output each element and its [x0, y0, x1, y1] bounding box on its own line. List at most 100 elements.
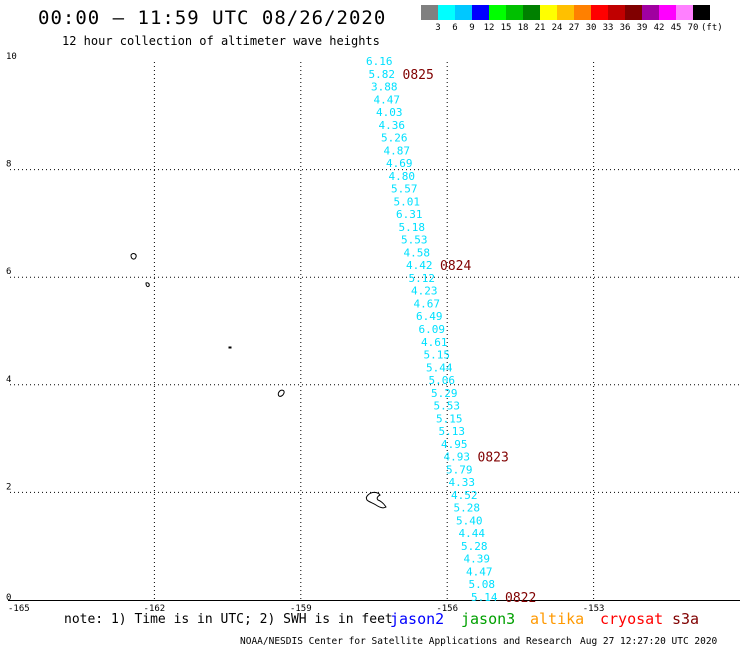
wave-height-label: 4.52 [451, 489, 478, 502]
scale-swatch [489, 5, 506, 20]
scale-swatch [693, 5, 710, 20]
satellite-legend-cryosat: cryosat [600, 610, 664, 628]
longitude-label: -153 [583, 604, 605, 614]
scale-label: 36 [619, 23, 631, 33]
date-marker-label: 0825 [403, 68, 434, 83]
wave-height-label: 5.26 [381, 132, 408, 145]
scale-swatch [591, 5, 608, 20]
wave-height-label: 6.16 [366, 55, 393, 68]
scale-unit-label: (ft) [701, 23, 723, 33]
wave-height-label: 4.47 [466, 566, 493, 579]
scale-label: 15 [500, 23, 512, 33]
island-outline [277, 389, 285, 397]
island-outline [130, 253, 137, 260]
scale-label: 6 [452, 23, 458, 33]
wave-height-label: 5.15 [424, 349, 451, 362]
wave-height-label: 5.53 [401, 234, 428, 247]
wave-height-label: 6.09 [419, 323, 446, 336]
wave-height-label: 4.33 [449, 476, 476, 489]
wave-height-color-scale: 3 6 9 12 15 18 21 24 27 30 33 36 39 42 45 70 (ft) [421, 5, 740, 39]
satellite-legend-altika: altika [530, 610, 585, 628]
wave-height-label: 4.95 [441, 438, 468, 451]
scale-label: 9 [469, 23, 475, 33]
wave-height-label: 5.15 [436, 412, 463, 425]
wave-height-label: 4.69 [386, 157, 413, 170]
longitude-label: -165 [8, 604, 30, 614]
latitude-label: 2 [6, 482, 11, 492]
scale-swatch [455, 5, 472, 20]
wave-height-label: 5.28 [454, 502, 481, 515]
wave-height-label: 4.80 [389, 170, 416, 183]
wave-height-label: 5.18 [399, 221, 426, 234]
latitude-label: 4 [6, 375, 11, 385]
latitude-label: 8 [6, 160, 11, 170]
longitude-label: -159 [290, 604, 312, 614]
scale-swatch [642, 5, 659, 20]
footer-timestamp: Aug 27 12:27:20 UTC 2020 [580, 636, 718, 647]
wave-height-label: 5.29 [431, 387, 458, 400]
wave-height-label: 4.36 [379, 119, 406, 132]
wave-height-label: 4.93 [444, 451, 471, 464]
date-marker-label: 0824 [440, 259, 471, 274]
latitude-label: 6 [6, 267, 11, 277]
wave-height-label: 5.53 [434, 400, 461, 413]
wave-height-label: 5.14 [471, 591, 498, 604]
scale-label: 12 [483, 23, 495, 33]
wave-height-label: 5.82 [369, 68, 396, 81]
axis-labels: -165 -162 -159 -156 -153 0 2 4 6 8 10 [6, 52, 604, 614]
wave-height-label: 4.87 [384, 144, 411, 157]
wave-height-label: 4.67 [414, 298, 441, 311]
scale-swatch [421, 5, 438, 20]
wave-height-label: 4.58 [404, 246, 431, 259]
wave-height-label: 5.12 [409, 272, 436, 285]
island-outline [145, 282, 150, 288]
wave-height-label: 5.01 [394, 195, 421, 208]
map-title: 00:00 – 11:59 UTC 08/26/2020 [38, 7, 387, 29]
wave-height-label: 5.40 [456, 514, 483, 527]
scale-label: 18 [517, 23, 529, 33]
scale-swatch [472, 5, 489, 20]
scale-label: 33 [602, 23, 614, 33]
scale-swatch [438, 5, 455, 20]
footer-credit: NOAA/NESDIS Center for Satellite Applica… [240, 636, 572, 647]
wave-height-label: 4.39 [464, 553, 491, 566]
scale-swatch [557, 5, 574, 20]
island-outline [228, 346, 232, 349]
scale-label: 39 [636, 23, 648, 33]
wave-height-label: 4.23 [411, 285, 438, 298]
scale-swatch [506, 5, 523, 20]
wave-height-label: 6.31 [396, 208, 423, 221]
longitude-label: -156 [436, 604, 458, 614]
scale-label: 21 [534, 23, 546, 33]
satellite-legend-jason2: jason2 [390, 610, 445, 628]
footer-note: note: 1) Time is in UTC; 2) SWH is in fe… [64, 612, 393, 627]
scale-swatch [574, 5, 591, 20]
wave-height-label: 4.47 [374, 93, 401, 106]
wave-height-label: 5.79 [446, 463, 473, 476]
scale-label: 45 [670, 23, 682, 33]
wave-height-label: 5.08 [469, 578, 496, 591]
wave-height-label: 4.61 [421, 336, 448, 349]
satellite-legend-jason3: jason3 [461, 610, 516, 628]
scale-swatch [676, 5, 693, 20]
wave-height-label: 4.44 [459, 527, 486, 540]
wave-height-label: 6.49 [416, 310, 443, 323]
map-grid [8, 62, 740, 601]
wave-height-label: 5.28 [461, 540, 488, 553]
date-marker-label: 0823 [478, 451, 509, 466]
scale-label: 24 [551, 23, 563, 33]
wave-height-label: 5.57 [391, 183, 418, 196]
date-markers: 0825 0824 0823 0822 [403, 68, 537, 606]
scale-label: 30 [585, 23, 597, 33]
scale-swatch [608, 5, 625, 20]
latitude-label: 0 [6, 593, 11, 603]
wave-height-label: 4.42 [406, 259, 433, 272]
wave-height-label: 5.44 [426, 361, 453, 374]
scale-swatch [523, 5, 540, 20]
island-outlines [130, 253, 387, 509]
scale-swatch [540, 5, 557, 20]
wave-height-label: 5.13 [439, 425, 466, 438]
wave-height-label: 4.03 [376, 106, 403, 119]
longitude-label: -162 [144, 604, 166, 614]
